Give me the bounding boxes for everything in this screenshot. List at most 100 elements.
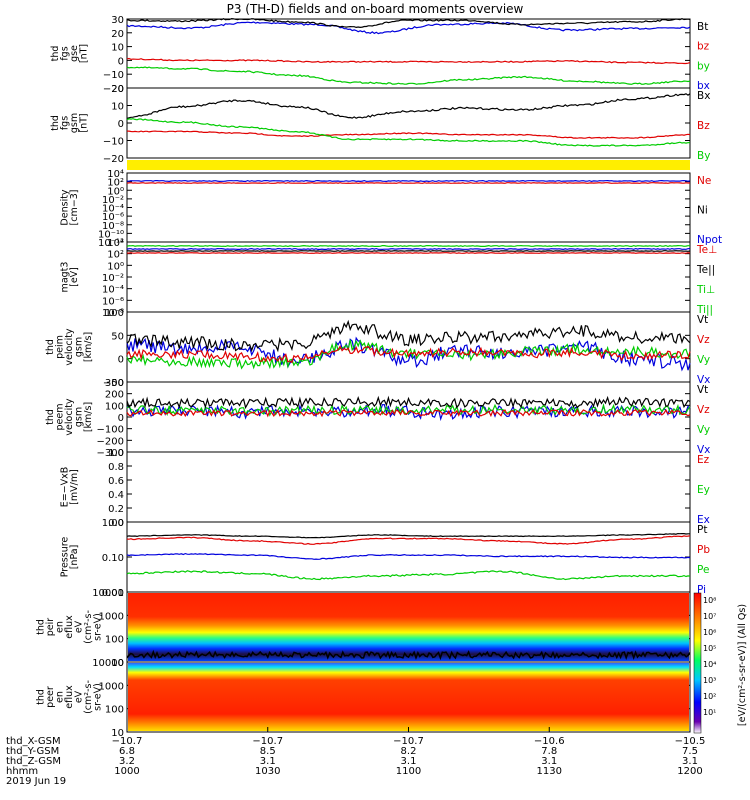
y-axis-label-line: gsm	[74, 407, 85, 427]
peir-spectrogram	[128, 593, 689, 661]
y-axis-label-line: peem	[55, 404, 66, 431]
x-tick-z: 3.1	[682, 756, 698, 767]
colorbar-tick: 10⁷	[703, 612, 716, 621]
y-tick-label: 0	[118, 355, 124, 366]
y-axis-label-line: E=−VxB	[59, 467, 70, 508]
y-axis-label-line: (cm²-s-	[83, 610, 94, 644]
peir-spacecraft-line	[126, 649, 691, 661]
y-tick-label: 0	[118, 56, 124, 67]
y-axis-label-line: velocity	[64, 328, 75, 366]
y-tick-label: 0.10	[102, 553, 124, 564]
legend-Bz: Bz	[697, 120, 710, 132]
y-tick-label: −50	[103, 378, 124, 389]
y-tick-label: 10	[111, 658, 124, 669]
panel-efield: 1.0 0.8 0.6 0.4 0.2 0.0 E=−VxB[mV/m] Ez Ey Ex	[59, 448, 710, 529]
y-tick-label: 20	[111, 29, 124, 40]
y-axis-label-line: [nT]	[78, 113, 89, 132]
legend-by: by	[697, 60, 710, 72]
colorbar-tick: 10¹	[703, 708, 716, 717]
y-axis-label-line: eflux	[64, 685, 75, 709]
y-tick-label: 10⁻⁸	[102, 308, 124, 319]
y-tick-label: 100	[105, 308, 124, 319]
npot-line	[127, 179, 691, 183]
y-axis-label-density: Density[cm−3]	[59, 189, 80, 225]
y-axis-label-efield: E=−VxB[mV/m]	[59, 467, 80, 508]
legend-By: By	[697, 150, 710, 162]
gsm-bx-line	[126, 93, 691, 119]
y-axis-label-line: [eV]	[69, 267, 80, 287]
y-axis-label-line: [mV/m]	[69, 469, 80, 505]
y-axis-label-line: Density	[59, 189, 70, 225]
legend-Te||: Te||	[696, 264, 715, 276]
legend-Te⊥: Te⊥	[696, 244, 717, 256]
legend-Vx: Vx	[697, 444, 710, 456]
y-axis-label-line: en	[55, 691, 66, 703]
legend-Ex: Ex	[697, 514, 710, 526]
colorbar: 10⁸ 10⁷ 10⁶ 10⁵ 10⁴ 10³ 10² 10¹ [eV/(cm²-s-sr-eV…	[693, 592, 748, 734]
legend-Ni: Ni	[697, 205, 708, 217]
y-tick-label: 20	[111, 84, 124, 95]
y-tick-label: 10⁻⁴	[102, 204, 124, 215]
x-tick-t: 1030	[255, 766, 280, 777]
y-tick-label: 200	[105, 390, 124, 401]
y-tick-label: 0.01	[102, 588, 124, 599]
y-axis-label-line: peim	[55, 335, 66, 359]
y-axis-label-temp: magt3[eV]	[59, 262, 80, 293]
y-tick-label: 10000	[92, 658, 124, 669]
x-tick-x: −10.7	[252, 736, 283, 747]
x-tick-y: 6.8	[119, 746, 135, 757]
x-tick-x: −10.6	[534, 736, 565, 747]
x-row-label: thd_X-GSM	[6, 736, 61, 747]
ti-line	[126, 244, 690, 248]
status-bar	[127, 160, 690, 170]
x-row-label: 2019 Jun 19	[6, 776, 66, 787]
legend-Pe: Pe	[697, 564, 709, 576]
legend-Pb: Pb	[697, 544, 710, 556]
peer-spectrogram	[128, 663, 689, 731]
x-tick-x: −10.5	[675, 736, 706, 747]
y-tick-label: 10	[111, 728, 124, 739]
x-tick-x: −10.7	[112, 736, 143, 747]
x-tick-y: 7.5	[682, 746, 698, 757]
legend-Vz: Vz	[697, 404, 710, 416]
y-axis-label-line: magt3	[59, 262, 70, 293]
x-tick-x: −10.7	[393, 736, 424, 747]
legend-Bt: Bt	[697, 21, 708, 33]
pi-line	[126, 570, 691, 581]
x-tick-y: 8.2	[401, 746, 417, 757]
chart-title: P3 (TH-D) fields and on-board moments ov…	[227, 2, 524, 16]
legend-Pt: Pt	[697, 524, 707, 536]
y-axis-label-line: thd	[50, 46, 61, 62]
x-tick-t: 1200	[677, 766, 702, 777]
peem-vt-line	[126, 395, 691, 410]
colorbar-tick: 10⁶	[703, 628, 716, 637]
colorbar-tick: 10²	[703, 692, 716, 701]
colorbar-tick: 10⁴	[703, 660, 716, 669]
pe-line	[126, 552, 691, 560]
y-tick-label: −10	[103, 70, 124, 81]
peem-vy-line	[126, 403, 691, 417]
pt-line	[126, 532, 690, 539]
colorbar-tick: 10³	[703, 676, 716, 685]
legend-Bx: Bx	[697, 90, 710, 102]
y-tick-label: 0.4	[108, 490, 124, 501]
te2-line	[127, 252, 691, 254]
y-tick-label: −300	[97, 448, 124, 459]
legend-Ti||: Ti||	[696, 304, 713, 316]
y-axis-label-line: thd	[45, 339, 56, 355]
bz-line	[126, 57, 691, 65]
y-axis-label-line: sr-eV)	[93, 613, 104, 641]
x-tick-t: 1100	[396, 766, 421, 777]
y-tick-label: 0.2	[108, 504, 124, 515]
y-tick-label: −100	[97, 425, 124, 436]
y-tick-label: 0.0	[108, 518, 124, 529]
y-tick-label: 10⁻¹⁰	[98, 229, 124, 240]
y-tick-label: 10⁻⁶	[102, 212, 124, 223]
